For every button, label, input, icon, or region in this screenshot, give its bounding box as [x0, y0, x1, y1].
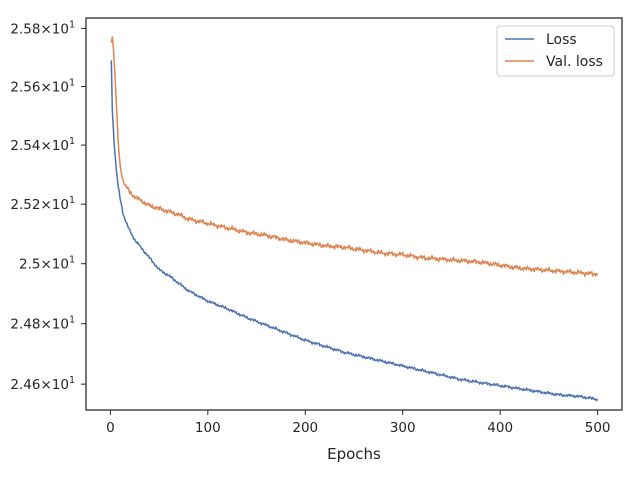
plot-frame — [85, 17, 623, 411]
legend-label: Val. loss — [546, 54, 603, 70]
y-axis-ticks: 2.46×101 2.48×101 2.5×101 2.52×101 2.54×101 2… — [10, 19, 86, 393]
y-tick-label: 2.58×101 — [10, 19, 75, 37]
plot-area — [86, 18, 622, 410]
legend: Loss Val. loss — [496, 25, 615, 77]
y-tick-label: 2.54×101 — [10, 136, 75, 154]
series-line-loss — [110, 60, 599, 402]
x-tick-label: 500 — [585, 420, 611, 436]
x-tick-label: 400 — [487, 420, 513, 436]
series-line-val-loss — [110, 36, 599, 277]
x-tick-label: 0 — [106, 420, 115, 436]
x-tick-label: 200 — [292, 420, 318, 436]
y-tick-label: 2.5×101 — [19, 255, 75, 273]
y-tick-label: 2.48×101 — [10, 315, 75, 333]
legend-label: Loss — [546, 32, 577, 48]
x-tick-label: 300 — [390, 420, 416, 436]
x-axis-ticks: 0 100 200 300 400 500 — [106, 410, 611, 436]
y-tick-label: 2.52×101 — [10, 195, 75, 213]
y-tick-label: 2.56×101 — [10, 78, 75, 96]
x-axis-label: Epochs — [327, 445, 381, 463]
series-layer — [110, 36, 599, 402]
y-tick-label: 2.46×101 — [10, 375, 75, 393]
x-tick-label: 100 — [195, 420, 221, 436]
